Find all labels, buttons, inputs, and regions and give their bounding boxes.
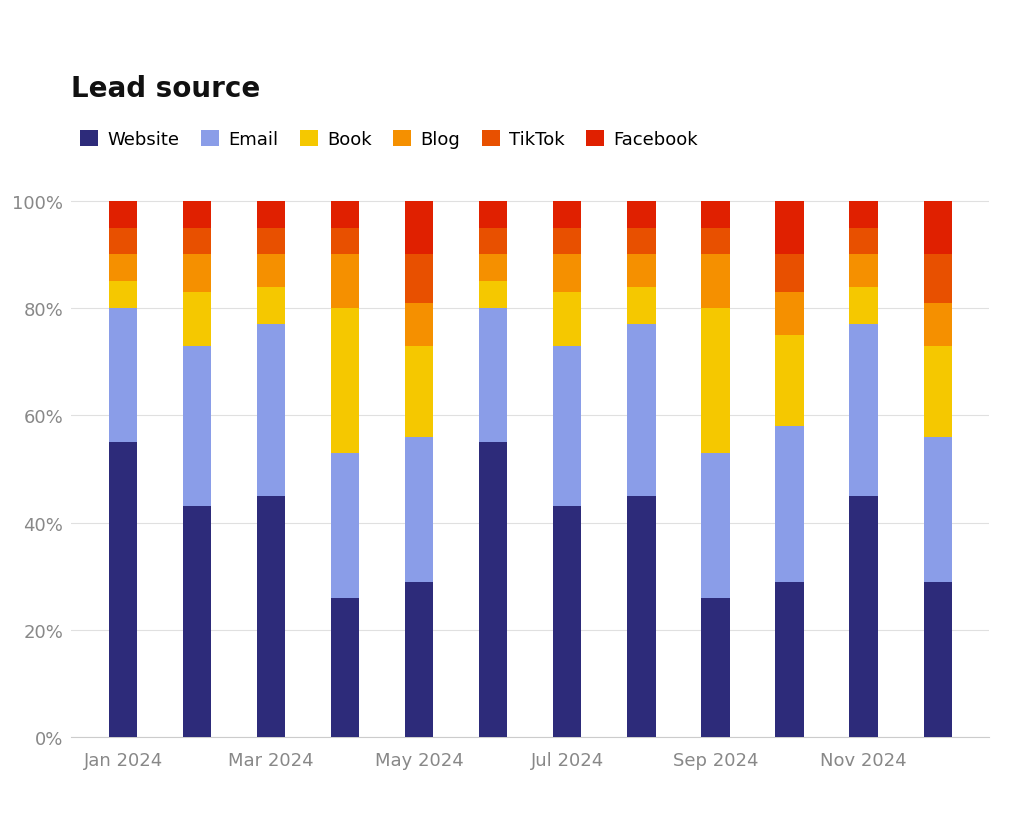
Bar (405, 581, 433, 737)
Bar (627, 496, 655, 737)
Bar (922, 437, 951, 581)
Bar (109, 309, 138, 442)
Bar (183, 346, 211, 507)
Bar (109, 442, 138, 737)
Bar (774, 336, 803, 427)
Bar (405, 201, 433, 256)
Bar (701, 256, 729, 309)
Bar (405, 303, 433, 346)
Bar (701, 201, 729, 229)
Bar (183, 292, 211, 346)
Bar (331, 201, 359, 229)
Bar (257, 496, 285, 737)
Bar (627, 325, 655, 496)
Bar (849, 325, 876, 496)
Bar (701, 229, 729, 256)
Bar (627, 229, 655, 256)
Bar (849, 496, 876, 737)
Bar (774, 256, 803, 292)
Bar (701, 453, 729, 598)
Bar (109, 282, 138, 309)
Bar (701, 598, 729, 737)
Bar (774, 292, 803, 336)
Bar (774, 427, 803, 581)
Bar (479, 201, 507, 229)
Bar (552, 292, 581, 346)
Bar (627, 201, 655, 229)
Bar (331, 229, 359, 256)
Bar (183, 229, 211, 256)
Bar (552, 346, 581, 507)
Bar (257, 287, 285, 325)
Bar (552, 507, 581, 737)
Bar (479, 282, 507, 309)
Bar (257, 201, 285, 229)
Bar (257, 229, 285, 256)
Bar (183, 507, 211, 737)
Bar (331, 256, 359, 309)
Bar (479, 229, 507, 256)
Bar (331, 309, 359, 453)
Bar (922, 201, 951, 256)
Bar (479, 442, 507, 737)
Bar (183, 201, 211, 229)
Bar (405, 437, 433, 581)
Bar (849, 256, 876, 287)
Bar (479, 256, 507, 282)
Bar (849, 201, 876, 229)
Bar (109, 201, 138, 229)
Bar (627, 287, 655, 325)
Bar (774, 201, 803, 256)
Bar (257, 256, 285, 287)
Bar (627, 256, 655, 287)
Bar (109, 229, 138, 256)
Bar (774, 581, 803, 737)
Bar (109, 256, 138, 282)
Bar (331, 598, 359, 737)
Bar (479, 309, 507, 442)
Bar (922, 581, 951, 737)
Bar (922, 256, 951, 303)
Bar (849, 229, 876, 256)
Bar (701, 309, 729, 453)
Bar (552, 229, 581, 256)
Bar (922, 346, 951, 437)
Text: Lead source: Lead source (71, 75, 261, 103)
Bar (552, 201, 581, 229)
Bar (922, 303, 951, 346)
Bar (183, 256, 211, 292)
Bar (405, 256, 433, 303)
Bar (331, 453, 359, 598)
Bar (849, 287, 876, 325)
Bar (405, 346, 433, 437)
Bar (552, 256, 581, 292)
Legend: Website, Email, Book, Blog, TikTok, Facebook: Website, Email, Book, Blog, TikTok, Face… (81, 131, 697, 149)
Bar (257, 325, 285, 496)
